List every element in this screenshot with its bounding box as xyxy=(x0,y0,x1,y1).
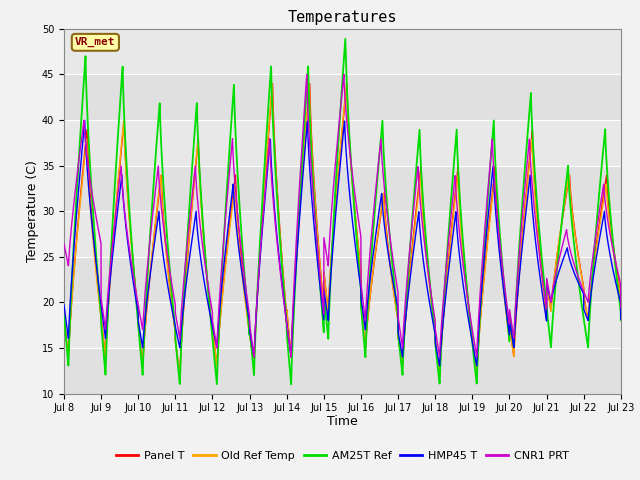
Bar xyxy=(64,74,621,120)
Bar xyxy=(64,211,621,257)
Bar xyxy=(64,348,621,394)
Bar xyxy=(64,120,621,166)
Y-axis label: Temperature (C): Temperature (C) xyxy=(26,160,39,262)
Bar xyxy=(64,166,621,211)
Legend: Panel T, Old Ref Temp, AM25T Ref, HMP45 T, CNR1 PRT: Panel T, Old Ref Temp, AM25T Ref, HMP45 … xyxy=(112,446,573,466)
Bar xyxy=(64,29,621,74)
Bar xyxy=(64,302,621,348)
Title: Temperatures: Temperatures xyxy=(287,10,397,25)
X-axis label: Time: Time xyxy=(327,415,358,428)
Text: VR_met: VR_met xyxy=(75,37,116,48)
Bar xyxy=(64,257,621,302)
